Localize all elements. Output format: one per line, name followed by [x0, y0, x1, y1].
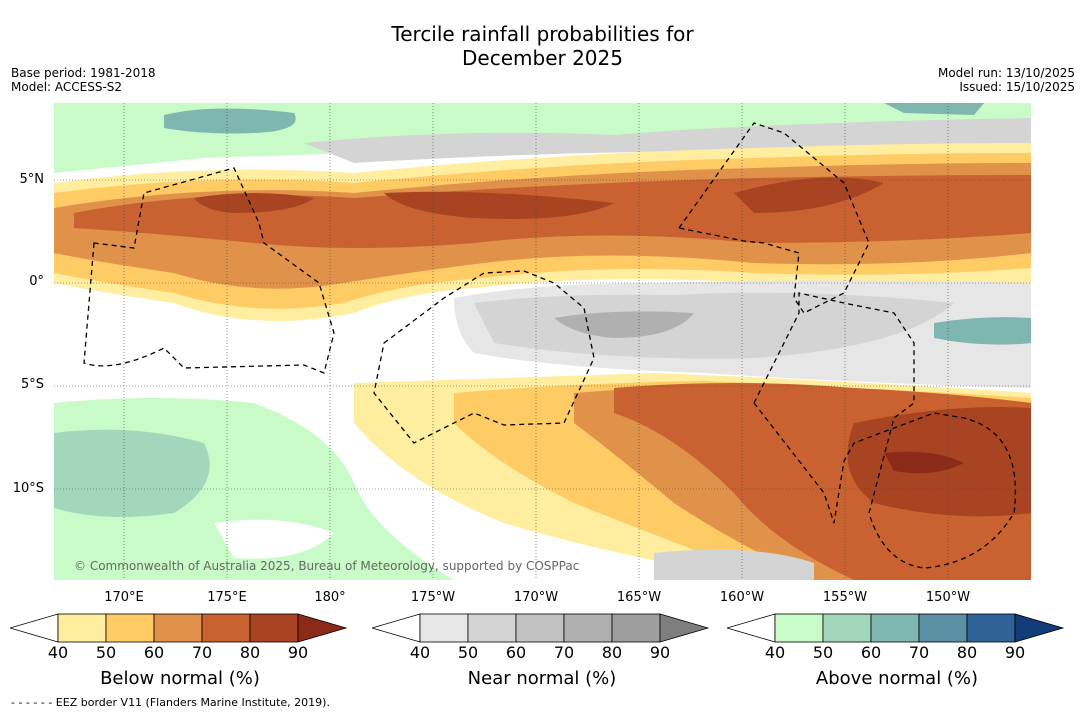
colorbar-label-near: Near normal (%)	[467, 668, 617, 689]
colorbar-tick: 50	[457, 643, 479, 662]
near-normal-70	[554, 311, 694, 338]
colorbar-extend-low	[727, 613, 776, 643]
colorbar-tick: 90	[649, 643, 671, 662]
colorbar-segment	[249, 613, 299, 643]
colorbar-segment	[966, 613, 1016, 643]
model-run: Model run: 13/10/2025	[937, 66, 1075, 80]
colorbar-segment	[918, 613, 968, 643]
colorbar-tick: 70	[191, 643, 213, 662]
near-normal-north	[304, 118, 1031, 163]
colorbar-segment	[153, 613, 203, 643]
map-title-line1: Tercile rainfall probabilities for	[391, 22, 694, 46]
colorbar-tick: 40	[764, 643, 786, 662]
colorbar-label-above: Above normal (%)	[815, 668, 979, 689]
eez-legend: - - - - - - EEZ border V11 (Flanders Mar…	[11, 696, 330, 709]
colorbar-segment	[105, 613, 155, 643]
colorbar-tick: 50	[812, 643, 834, 662]
colorbar-segment	[563, 613, 613, 643]
lon-label: 155°W	[822, 590, 868, 605]
colorbar-tick: 60	[860, 643, 882, 662]
colorbar-segment	[774, 613, 824, 643]
colorbar-segment	[57, 613, 107, 643]
copyright: © Commonwealth of Australia 2025, Bureau…	[74, 559, 579, 573]
colorbar-extend-low	[10, 613, 59, 643]
lat-label: 5°S	[20, 377, 44, 392]
colorbar-below-normal	[10, 613, 348, 643]
near-normal-50	[474, 292, 954, 359]
colorbar-segment	[611, 613, 661, 643]
lon-label: 150°W	[925, 590, 971, 605]
colorbar-above-normal	[727, 613, 1065, 643]
lat-label: 10°S	[12, 481, 44, 496]
lon-label: 175°W	[410, 590, 456, 605]
colorbar-tick: 70	[553, 643, 575, 662]
colorbar-tick: 60	[505, 643, 527, 662]
colorbar-tick: 90	[287, 643, 309, 662]
lon-label: 175°E	[207, 590, 247, 605]
colorbar-tick: 90	[1004, 643, 1026, 662]
colorbar-tick: 80	[956, 643, 978, 662]
lat-label: 5°N	[19, 172, 45, 187]
colorbar-tick: 40	[47, 643, 69, 662]
model-name: Model: ACCESS-S2	[11, 80, 123, 94]
eez-borders	[83, 122, 1017, 569]
colorbar-segment	[467, 613, 517, 643]
colorbar-near-normal	[372, 613, 710, 643]
issued-date: Issued: 15/10/2025	[959, 80, 1075, 94]
lon-label: 180°	[314, 590, 346, 605]
colorbar-tick: 60	[143, 643, 165, 662]
colorbar-segment	[870, 613, 920, 643]
colorbar-extend-high	[659, 613, 710, 643]
lon-label: 170°W	[513, 590, 559, 605]
lon-label: 160°W	[719, 590, 765, 605]
above-normal-north-60	[164, 108, 296, 134]
colorbar-segment	[201, 613, 251, 643]
base-period: Base period: 1981-2018	[11, 66, 156, 80]
colorbar-extend-low	[372, 613, 421, 643]
colorbar-tick: 40	[409, 643, 431, 662]
colorbar-extend-high	[297, 613, 348, 643]
lat-label: 0°	[29, 274, 44, 289]
colorbar-segment	[515, 613, 565, 643]
graticule	[54, 103, 1031, 580]
colorbar-segment	[822, 613, 872, 643]
lon-label: 170°E	[104, 590, 144, 605]
colorbar-tick: 80	[601, 643, 623, 662]
rainfall-map: © Commonwealth of Australia 2025, Bureau…	[54, 103, 1031, 580]
colorbar-tick: 50	[95, 643, 117, 662]
colorbar-label-below: Below normal (%)	[100, 668, 260, 689]
map-title-line2: December 2025	[462, 46, 623, 70]
colorbar-segment	[419, 613, 469, 643]
colorbar-extend-high	[1014, 613, 1065, 643]
colorbar-tick: 80	[239, 643, 261, 662]
colorbar-tick: 70	[908, 643, 930, 662]
lon-label: 165°W	[616, 590, 662, 605]
